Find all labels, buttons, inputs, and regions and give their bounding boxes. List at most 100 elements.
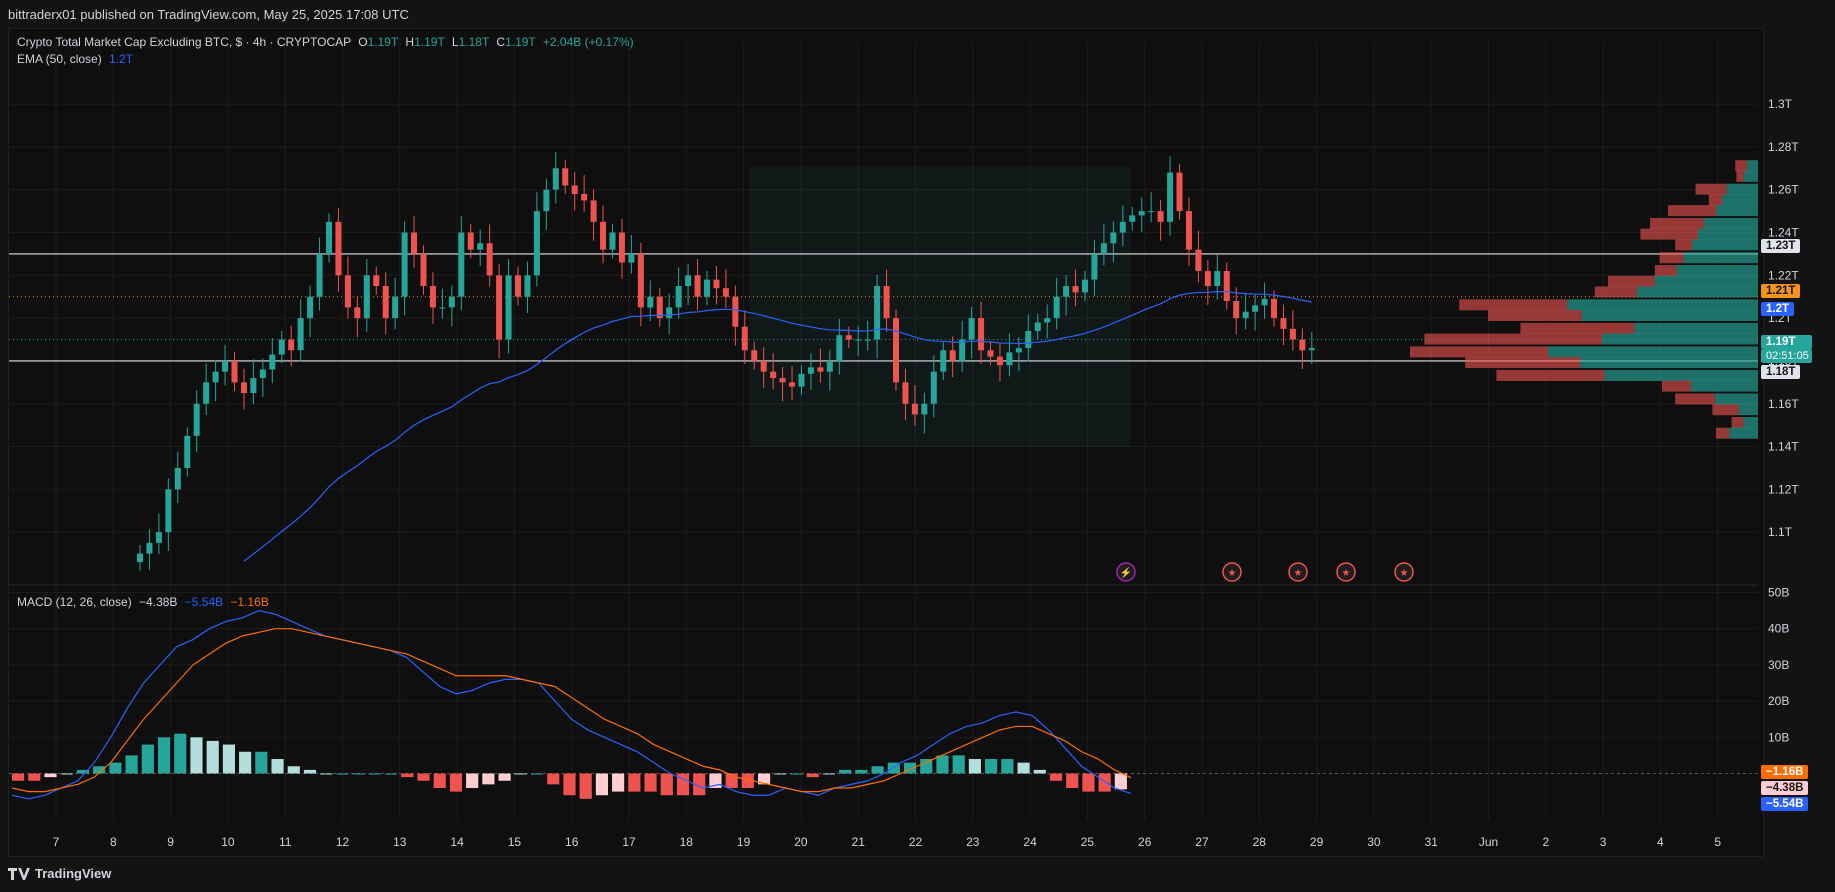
volume-profile-buy-bar xyxy=(1604,369,1758,381)
volume-profile-sell-bar xyxy=(1496,369,1605,381)
candle-up xyxy=(448,296,455,308)
candle-up xyxy=(297,318,304,351)
time-axis-tick: 15 xyxy=(508,835,522,849)
candle-up xyxy=(458,232,465,297)
macd-histogram-bar xyxy=(1049,773,1063,781)
time-axis-tick: 12 xyxy=(336,835,350,849)
macd-histogram-bar xyxy=(482,773,495,785)
tradingview-logo[interactable]: TradingView xyxy=(8,866,111,881)
candle-up xyxy=(392,296,399,319)
us-flag-event-icon-glyph: ★ xyxy=(1294,568,1303,579)
candle-up xyxy=(326,221,332,254)
volume-profile-sell-bar xyxy=(1675,393,1715,405)
volume-profile-buy-bar xyxy=(1654,275,1758,287)
time-axis-tick: 27 xyxy=(1195,835,1209,849)
candle-down xyxy=(562,168,569,186)
time-axis-tick: 28 xyxy=(1253,835,1267,849)
candle-up xyxy=(685,275,692,287)
time-axis-tick: 23 xyxy=(966,835,980,849)
macd-histogram-bar xyxy=(1098,773,1111,792)
macd-histogram-bar xyxy=(498,773,511,781)
candle-up xyxy=(278,339,285,355)
candle-down xyxy=(949,350,956,361)
publish-info: bittraderx01 published on TradingView.co… xyxy=(8,7,409,22)
volume-profile-buy-bar xyxy=(1698,228,1758,240)
macd-histogram-bar xyxy=(936,755,949,774)
volume-profile-sell-bar xyxy=(1520,322,1635,334)
candle-up xyxy=(203,382,210,404)
chart-frame[interactable] xyxy=(8,28,1764,857)
volume-profile-sell-bar xyxy=(1675,239,1692,251)
volume-profile-buy-bar xyxy=(1580,357,1758,369)
volume-profile-sell-bar xyxy=(1650,217,1704,229)
candle-down xyxy=(571,185,578,194)
candle-up xyxy=(1015,348,1022,353)
candle-down xyxy=(344,275,351,308)
open-key: O xyxy=(358,35,368,49)
macd-histogram-bar xyxy=(385,773,398,775)
candle-down xyxy=(1271,298,1277,319)
candle-up xyxy=(552,168,559,190)
volume-profile-buy-bar xyxy=(1743,417,1758,429)
macd-histogram-bar xyxy=(985,759,998,774)
macd-axis-tick: 10B xyxy=(1768,730,1789,744)
us-flag-event-icon-glyph: ★ xyxy=(1228,568,1237,579)
time-axis-tick: 13 xyxy=(393,835,407,849)
candle-up xyxy=(1252,305,1259,312)
candle-up xyxy=(1129,215,1136,222)
candle-up xyxy=(543,189,550,212)
us-flag-event-icon xyxy=(1336,562,1356,582)
macd-histogram-bar xyxy=(903,762,917,774)
candle-up xyxy=(524,275,531,297)
candle-down xyxy=(1223,271,1230,302)
macd-histogram-bar xyxy=(239,751,252,774)
macd-histogram-bar xyxy=(758,773,771,785)
level-orange-tag: 1.21T xyxy=(1761,284,1801,298)
candle-up xyxy=(137,553,143,563)
candle-up xyxy=(647,296,654,308)
macd-histogram-bar xyxy=(952,755,965,774)
macd-histogram-bar xyxy=(352,773,365,775)
candle-up xyxy=(212,371,219,383)
ema-tag: 1.2T xyxy=(1761,302,1795,316)
volume-profile-sell-bar xyxy=(1668,205,1716,217)
macd-axis-tick: 50B xyxy=(1768,586,1789,600)
time-axis-tick: 7 xyxy=(53,835,60,849)
candle-down xyxy=(987,350,994,357)
candle-down xyxy=(1195,249,1202,272)
candle-down xyxy=(637,253,644,308)
macd-signal-tag: −1.16B xyxy=(1761,765,1809,779)
candle-up xyxy=(1138,211,1145,216)
macd-histogram-bar xyxy=(514,773,527,775)
volume-profile-sell-bar xyxy=(1716,427,1730,439)
level-high-tag: 1.23T xyxy=(1761,239,1801,253)
candle-up xyxy=(146,542,153,554)
candle-down xyxy=(411,232,418,254)
us-flag-event-icon xyxy=(1288,562,1308,582)
macd-histogram-bar xyxy=(806,773,819,778)
time-axis-tick: Jun xyxy=(1479,835,1498,849)
candle-down xyxy=(1299,339,1306,351)
macd-histogram-bar xyxy=(60,773,73,775)
candle-up xyxy=(1082,279,1088,293)
candle-up xyxy=(704,279,710,297)
candle-down xyxy=(515,275,521,297)
change-value: +2.04B (+0.17%) xyxy=(542,35,634,49)
candle-up xyxy=(1119,221,1126,233)
candle-up xyxy=(1148,211,1155,213)
macd-line xyxy=(11,609,1132,800)
macd-line-value: −5.54B xyxy=(184,595,224,609)
macd-histogram-bar xyxy=(12,773,25,781)
volume-profile-sell-bar xyxy=(1708,194,1722,206)
macd-histogram-bar xyxy=(190,737,203,774)
time-axis-tick: 10 xyxy=(221,835,235,849)
candle-down xyxy=(1289,328,1296,340)
macd-histogram-bar xyxy=(174,733,187,774)
candle-up xyxy=(826,360,833,372)
high-value: 1.19T xyxy=(414,35,445,49)
volume-profile-sell-bar xyxy=(1712,404,1739,416)
candle-down xyxy=(240,382,247,394)
time-axis-tick: 19 xyxy=(737,835,751,849)
volume-profile-buy-bar xyxy=(1743,170,1758,182)
